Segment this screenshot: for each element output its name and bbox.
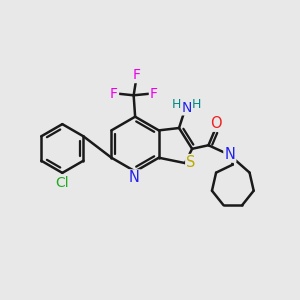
Text: S: S [186,155,196,170]
Text: H: H [171,98,181,111]
Text: F: F [150,87,158,101]
Text: Cl: Cl [56,176,69,190]
Text: N: N [129,170,140,185]
Text: H: H [192,98,202,111]
Text: F: F [110,87,118,101]
Text: O: O [210,116,221,131]
Text: N: N [181,101,192,115]
Text: F: F [132,68,140,82]
Text: N: N [224,147,235,162]
